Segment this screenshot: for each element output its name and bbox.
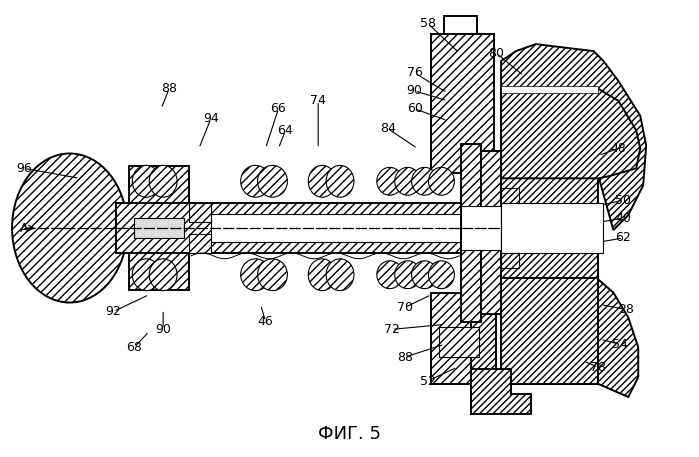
- Text: 48: 48: [610, 142, 626, 155]
- Polygon shape: [501, 278, 598, 384]
- Text: 94: 94: [203, 112, 219, 125]
- Ellipse shape: [308, 165, 336, 197]
- Text: 60: 60: [407, 102, 422, 115]
- Ellipse shape: [149, 165, 177, 197]
- Text: 28: 28: [619, 303, 634, 316]
- Polygon shape: [501, 203, 603, 253]
- Polygon shape: [461, 206, 501, 250]
- Text: 96: 96: [16, 162, 32, 175]
- Polygon shape: [431, 292, 494, 384]
- Polygon shape: [471, 278, 501, 404]
- Polygon shape: [129, 166, 189, 203]
- Ellipse shape: [326, 165, 354, 197]
- Text: A: A: [20, 222, 28, 234]
- Polygon shape: [431, 34, 494, 173]
- Text: 68: 68: [127, 341, 143, 354]
- Text: 54: 54: [612, 338, 628, 351]
- Text: 76: 76: [407, 66, 422, 80]
- Text: 62: 62: [615, 231, 631, 244]
- Ellipse shape: [132, 165, 160, 197]
- Text: 66: 66: [271, 102, 287, 115]
- Text: 72: 72: [384, 323, 400, 336]
- Ellipse shape: [377, 261, 403, 289]
- Polygon shape: [189, 203, 211, 222]
- Text: 90: 90: [155, 323, 171, 336]
- Polygon shape: [440, 327, 480, 357]
- Text: 88: 88: [396, 351, 412, 364]
- Polygon shape: [471, 154, 501, 178]
- Polygon shape: [129, 253, 189, 290]
- Polygon shape: [501, 44, 646, 230]
- Text: 80: 80: [488, 47, 504, 59]
- Text: 40: 40: [615, 212, 631, 224]
- Ellipse shape: [395, 261, 421, 289]
- Polygon shape: [501, 188, 519, 203]
- Text: 74: 74: [310, 94, 326, 107]
- Ellipse shape: [149, 259, 177, 291]
- Ellipse shape: [428, 167, 454, 195]
- Text: 64: 64: [278, 124, 294, 137]
- Ellipse shape: [308, 259, 336, 291]
- Text: 58: 58: [419, 17, 435, 30]
- Ellipse shape: [412, 167, 438, 195]
- Polygon shape: [501, 253, 519, 268]
- Polygon shape: [501, 89, 598, 178]
- Ellipse shape: [377, 167, 403, 195]
- Polygon shape: [189, 234, 211, 253]
- Polygon shape: [501, 86, 598, 93]
- Text: 46: 46: [258, 315, 273, 328]
- Text: 50: 50: [615, 194, 631, 207]
- Polygon shape: [501, 89, 640, 178]
- Ellipse shape: [257, 165, 287, 197]
- Ellipse shape: [132, 259, 160, 291]
- Ellipse shape: [326, 259, 354, 291]
- Polygon shape: [211, 214, 469, 242]
- Text: 70: 70: [396, 301, 412, 314]
- Text: ФИГ. 5: ФИГ. 5: [317, 425, 380, 443]
- Polygon shape: [481, 151, 501, 314]
- Text: 92: 92: [106, 305, 122, 318]
- Ellipse shape: [395, 167, 421, 195]
- Text: 88: 88: [161, 82, 177, 96]
- Polygon shape: [501, 280, 638, 397]
- Text: 78: 78: [591, 361, 607, 374]
- Polygon shape: [461, 143, 481, 323]
- Ellipse shape: [12, 154, 127, 303]
- Polygon shape: [117, 203, 469, 253]
- Polygon shape: [134, 218, 184, 238]
- Ellipse shape: [257, 259, 287, 291]
- Text: 90: 90: [407, 85, 422, 97]
- Ellipse shape: [240, 259, 271, 291]
- Polygon shape: [471, 369, 531, 414]
- Ellipse shape: [412, 261, 438, 289]
- Ellipse shape: [240, 165, 271, 197]
- Text: 84: 84: [380, 122, 396, 135]
- Polygon shape: [445, 16, 477, 34]
- Ellipse shape: [428, 261, 454, 289]
- Polygon shape: [501, 178, 598, 278]
- Text: 52: 52: [419, 375, 435, 388]
